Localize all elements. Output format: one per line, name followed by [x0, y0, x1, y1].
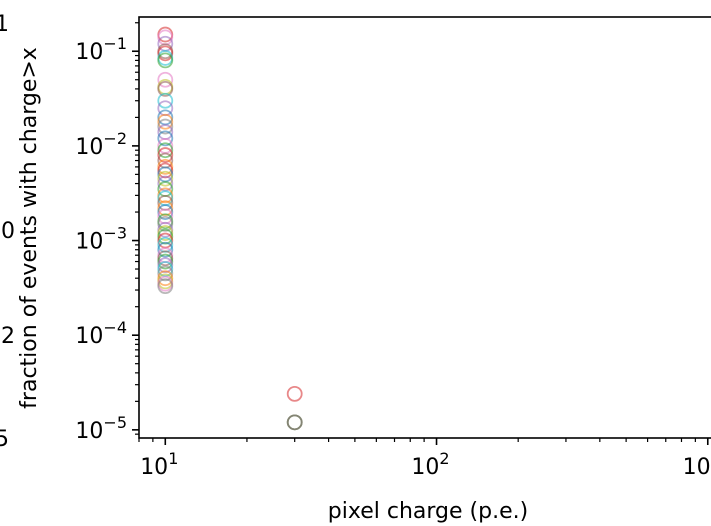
- data-point: [157, 52, 174, 69]
- clipped-tick-label: 0: [1, 219, 15, 244]
- data-point: [286, 414, 303, 431]
- plot-frame: [138, 16, 711, 439]
- data-point: [157, 130, 174, 147]
- y-tick-label: 10−4: [75, 318, 127, 349]
- x-tick-label: 103: [683, 449, 711, 480]
- x-tick-label: 101: [140, 449, 178, 480]
- data-point: [157, 241, 174, 258]
- y-tick-label: 10−1: [75, 34, 127, 65]
- data-point: [157, 118, 174, 135]
- data-point: [157, 215, 174, 232]
- x-axis-label: pixel charge (p.e.): [328, 499, 528, 524]
- data-point: [157, 170, 174, 187]
- data-point: [286, 385, 303, 402]
- clipped-tick-label: 1: [0, 12, 9, 37]
- data-point: [157, 71, 174, 88]
- data-points: [157, 26, 303, 431]
- y-tick-label: 10−2: [75, 129, 127, 160]
- data-point: [157, 92, 174, 109]
- data-point: [157, 228, 174, 245]
- data-point: [157, 257, 174, 274]
- data-point: [157, 265, 174, 282]
- clipped-tick-label: 5: [0, 427, 9, 452]
- data-point: [157, 113, 174, 130]
- data-point: [157, 147, 174, 163]
- y-tick-label: 10−5: [75, 413, 127, 444]
- left-clipped-labels: 1 2 0 5: [0, 12, 15, 452]
- x-tick-label: 102: [411, 449, 449, 480]
- data-point: [157, 204, 174, 220]
- data-point: [157, 278, 174, 295]
- clipped-tick-label: 2: [1, 324, 15, 349]
- y-axis-label: fraction of events with charge>x: [17, 47, 42, 409]
- data-point: [157, 45, 174, 62]
- data-point: [157, 142, 174, 159]
- data-point: [157, 200, 174, 217]
- y-tick-label: 10−3: [75, 224, 127, 255]
- data-point: [157, 162, 174, 179]
- data-point: [157, 81, 174, 97]
